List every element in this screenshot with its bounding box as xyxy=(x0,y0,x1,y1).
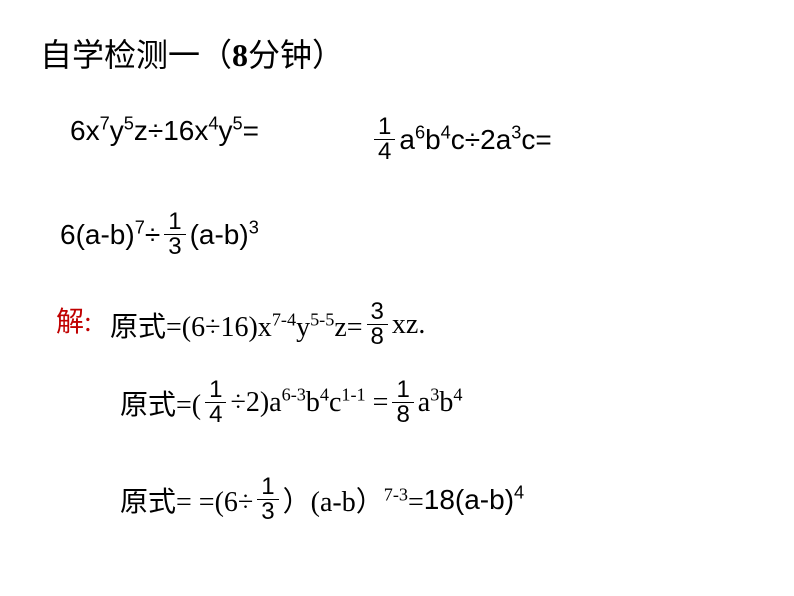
s2-e2: 4 xyxy=(320,384,329,404)
s2-t4: c xyxy=(329,387,341,418)
s2-t6: a xyxy=(418,387,430,418)
s3-e1: 7-3 xyxy=(384,484,408,504)
p1-part2: y xyxy=(110,115,124,146)
p2-e1: 6 xyxy=(415,122,425,142)
p1-part5: = xyxy=(243,115,259,146)
p3-t3: (a-b) xyxy=(190,219,249,250)
title-prefix: 自学检测一（ xyxy=(40,37,232,73)
p2-t4: c= xyxy=(521,124,551,155)
s3-e2: 4 xyxy=(514,482,524,502)
s3-fraction: 1 3 xyxy=(257,475,278,524)
title-suffix: 分钟） xyxy=(248,37,344,73)
s2-f2-num: 1 xyxy=(392,378,413,402)
p1-part3: z÷16x xyxy=(134,115,209,146)
s1-fraction: 3 8 xyxy=(367,300,388,349)
p2-fraction: 1 4 xyxy=(374,115,395,164)
p3-t2: ÷ xyxy=(145,219,160,250)
p1-part4: y xyxy=(218,115,232,146)
p2-t1: a xyxy=(399,124,415,155)
solution-3: 原式= =(6÷ 1 3 ）(a-b）7-3=18(a-b)4 xyxy=(120,475,524,524)
s1-frac-num: 3 xyxy=(367,300,388,324)
solution-2: 原式=( 1 4 ÷2)a6-3b4c1-1 = 1 8 a3b4 xyxy=(120,378,462,427)
s2-t5: = xyxy=(366,387,389,418)
s3-frac-num: 1 xyxy=(257,475,278,499)
p2-frac-num: 1 xyxy=(374,115,395,139)
p1-exp2: 5 xyxy=(124,114,134,134)
p1-part1: 6x xyxy=(70,115,100,146)
p3-t1: 6(a-b) xyxy=(60,219,135,250)
s2-right: a3b4 xyxy=(418,387,463,419)
s2-fraction2: 1 8 xyxy=(392,378,413,427)
s1-t2: y xyxy=(296,312,310,343)
problem-1: 6x7y5z÷16x4y5= xyxy=(70,115,259,147)
s2-e1: 6-3 xyxy=(282,384,306,404)
p3-fraction: 1 3 xyxy=(164,210,185,259)
s1-e2: 5-5 xyxy=(310,309,334,329)
p1-exp3: 4 xyxy=(208,114,218,134)
s3-mid: ）(a-b）7-3= xyxy=(283,480,424,520)
s3-t1: 原式= =(6÷ xyxy=(120,480,253,520)
s3-t3: = xyxy=(408,487,424,518)
s1-frac-den: 8 xyxy=(367,324,388,349)
p3-e1: 7 xyxy=(135,217,145,237)
p3-frac-den: 3 xyxy=(164,234,185,259)
solution-1: 原式=(6÷16)x7-4y5-5z= 3 8 xz. xyxy=(110,300,425,349)
s3-t2: ）(a-b） xyxy=(283,487,384,518)
p2-t3: c÷2a xyxy=(451,124,512,155)
s2-t7: b xyxy=(439,387,453,418)
s2-f1-den: 4 xyxy=(205,402,226,427)
s2-fraction1: 1 4 xyxy=(205,378,226,427)
title-number: 8 xyxy=(232,37,248,73)
s2-f1-num: 1 xyxy=(205,378,226,402)
s2-mid: ÷2)a6-3b4c1-1 = xyxy=(230,387,388,419)
s2-e3: 1-1 xyxy=(341,384,365,404)
p2-expr: a6b4c÷2a3c= xyxy=(399,124,551,156)
s3-result: 18(a-b)4 xyxy=(424,484,524,516)
s1-left: 原式=(6÷16)x7-4y5-5z= xyxy=(110,305,363,345)
s2-e5: 4 xyxy=(453,384,462,404)
s3-t4: 18(a-b) xyxy=(424,484,514,515)
s2-e4: 3 xyxy=(430,384,439,404)
s2-t2: ÷2)a xyxy=(230,387,281,418)
s2-f2-den: 8 xyxy=(392,402,413,427)
solution-label: 解: xyxy=(56,300,92,340)
p3-left: 6(a-b)7÷ xyxy=(60,219,160,251)
p2-frac-den: 4 xyxy=(374,139,395,164)
s1-e1: 7-4 xyxy=(272,309,296,329)
p2-e3: 3 xyxy=(511,122,521,142)
p3-right: (a-b)3 xyxy=(190,219,259,251)
p3-frac-num: 1 xyxy=(164,210,185,234)
p1-exp1: 7 xyxy=(100,114,110,134)
p2-t2: b xyxy=(425,124,441,155)
problem-3: 6(a-b)7÷ 1 3 (a-b)3 xyxy=(60,210,259,259)
s3-frac-den: 3 xyxy=(257,499,278,524)
s1-t3: z= xyxy=(334,312,362,343)
s2-t1: 原式=( xyxy=(120,383,201,423)
s1-t1: 原式=(6÷16)x xyxy=(110,312,272,343)
p2-e2: 4 xyxy=(441,122,451,142)
p1-exp4: 5 xyxy=(232,114,242,134)
page-title: 自学检测一（8分钟） xyxy=(40,30,344,76)
s1-t4: xz. xyxy=(392,309,425,341)
problem-2: 1 4 a6b4c÷2a3c= xyxy=(370,115,552,164)
p3-e2: 3 xyxy=(249,217,259,237)
s2-t3: b xyxy=(306,387,320,418)
